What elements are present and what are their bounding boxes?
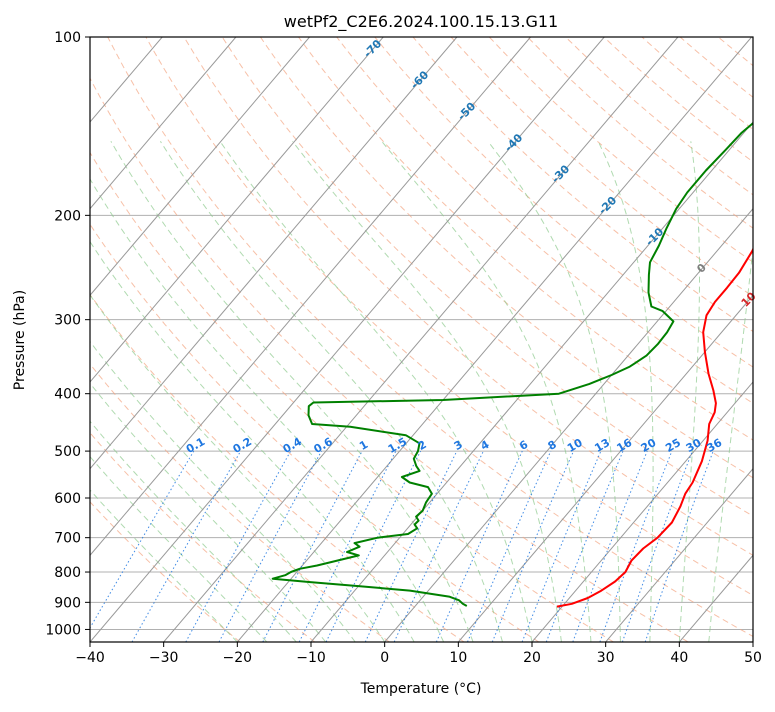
y-tick-label: 200 [54, 208, 81, 224]
y-tick-label: 100 [54, 30, 81, 46]
moist-adiabat-line [0, 141, 267, 642]
mixing-ratio-label: 0.6 [311, 435, 335, 456]
isotherm-line [237, 37, 751, 642]
moist-adiabat-line [598, 141, 653, 642]
x-tick-label: 50 [744, 650, 762, 666]
chart-title: wetPf2_C2E6.2024.100.15.13.G11 [284, 12, 558, 32]
profile-lines [273, 37, 775, 607]
dry-adiabat-line [413, 37, 775, 642]
isotherm-line [458, 37, 775, 642]
moist-adiabat-line [0, 141, 237, 642]
line-labels: -70-60-50-40-30-20-100102030400.10.20.40… [184, 37, 775, 456]
isotherm-line [679, 37, 775, 642]
moist-adiabat-line [69, 141, 444, 642]
plot-frame [90, 37, 753, 642]
mixing-ratio-line [573, 451, 647, 642]
isotherm-line [385, 37, 775, 642]
x-tick-label: 40 [670, 650, 688, 666]
mixing-ratio-label: 10 [565, 436, 585, 455]
dry-adiabat-line [680, 37, 775, 642]
y-tick-label: 300 [54, 313, 81, 329]
moist-adiabat-line [293, 141, 562, 642]
y-tick-label: 400 [54, 387, 81, 403]
moist-adiabat-line [488, 141, 620, 642]
mixing-ratio-label: 20 [639, 436, 659, 455]
x-tick-label: −20 [223, 650, 253, 666]
dry-adiabat-line [0, 37, 240, 642]
moist-adiabat-line [679, 141, 699, 642]
mixing-ratio-line [263, 451, 362, 642]
y-axis-label: Pressure (hPa) [12, 290, 28, 390]
dry-adiabat-line [0, 37, 389, 642]
mixing-ratio-line [522, 451, 601, 642]
x-tick-label: 0 [380, 650, 389, 666]
moist-adiabat-line [709, 141, 762, 642]
background-lines [0, 37, 775, 642]
isotherm-line [753, 37, 775, 642]
moist-adiabat-line [0, 141, 296, 642]
mixing-ratio-line [600, 451, 672, 642]
x-tick-label: −40 [75, 650, 105, 666]
mixing-ratio-label: 1.5 [386, 435, 409, 456]
y-tick-label: 1000 [45, 622, 81, 638]
y-tick-label: 500 [54, 444, 81, 460]
isotherm-line [16, 37, 530, 642]
mixing-ratio-line [186, 451, 291, 642]
isotherm-line [606, 37, 775, 642]
x-tick-label: −10 [296, 650, 326, 666]
mixing-ratio-line [645, 451, 713, 642]
moist-adiabat-line [382, 141, 591, 642]
mixing-ratio-label: 0.1 [184, 435, 207, 456]
isotherm-line [0, 37, 383, 642]
y-tick-label: 900 [54, 595, 81, 611]
mixing-ratio-label: 0.4 [281, 435, 305, 456]
dry-adiabat-line [222, 37, 775, 642]
isotherm-line [164, 37, 678, 642]
mixing-ratio-line [132, 451, 241, 642]
x-axis-label: Temperature (°C) [360, 681, 482, 697]
dry-adiabat-line [184, 37, 775, 642]
x-tick-label: −30 [149, 650, 179, 666]
dry-adiabat-line [566, 37, 775, 642]
dry-adiabat-line [756, 37, 775, 642]
moist-adiabat-line [0, 141, 355, 642]
dry-adiabat-line [604, 37, 775, 642]
mixing-ratio-label: 30 [684, 436, 704, 455]
mixing-ratio-label: 25 [663, 436, 683, 455]
dry-adiabat-line [451, 37, 775, 642]
y-tick-label: 600 [54, 491, 81, 507]
dry-adiabat-line [528, 37, 775, 642]
y-tick-label: 700 [54, 531, 81, 547]
dewpoint-line [273, 37, 775, 606]
isotherm-label: 10 [739, 289, 759, 309]
x-tick-label: 20 [523, 650, 541, 666]
dry-adiabat-line [489, 37, 775, 642]
mixing-ratio-line [546, 451, 623, 642]
mixing-ratio-line [219, 451, 322, 642]
mixing-ratio-line [492, 451, 573, 642]
x-tick-label: 10 [449, 650, 467, 666]
y-tick-label: 800 [54, 565, 81, 581]
dry-adiabat-line [0, 37, 315, 642]
isotherm-line [0, 37, 310, 642]
mixing-ratio-line [365, 451, 457, 642]
dry-adiabat-line [0, 37, 539, 642]
mixing-ratio-line [82, 451, 194, 642]
x-tick-label: 30 [597, 650, 615, 666]
mixing-ratio-line [622, 451, 692, 642]
